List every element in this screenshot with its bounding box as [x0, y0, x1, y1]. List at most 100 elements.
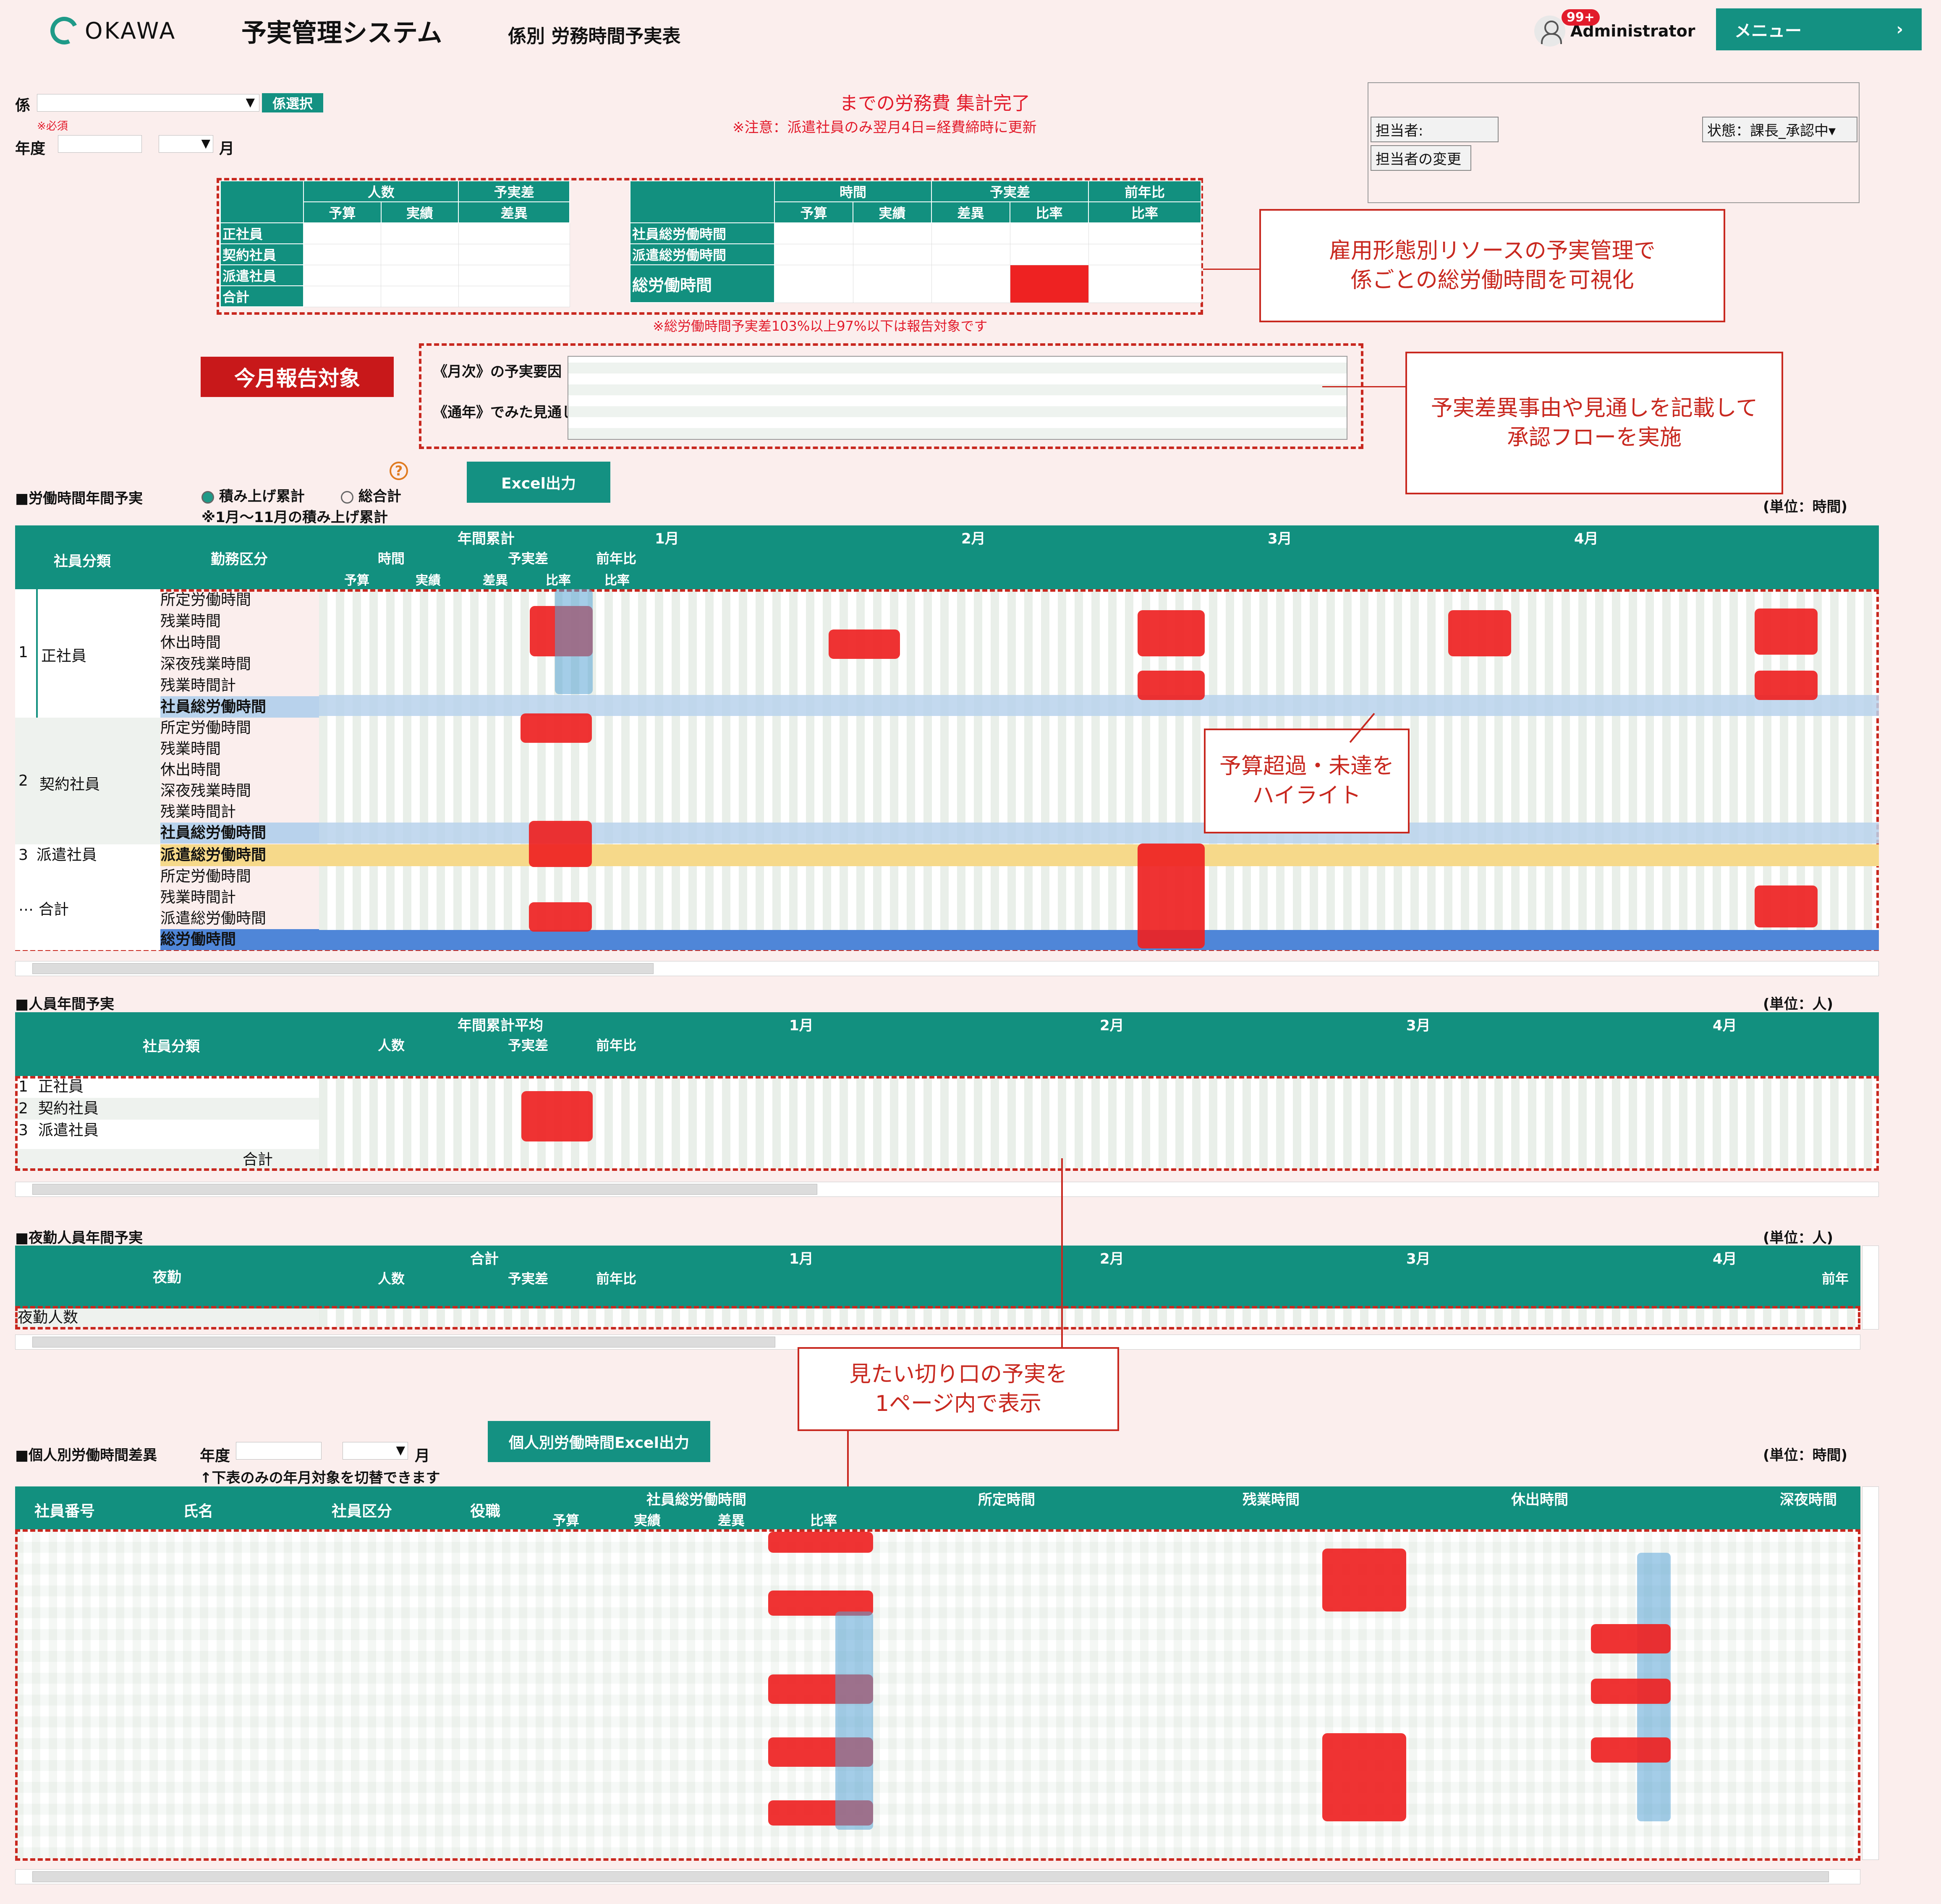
report-textarea[interactable]	[568, 356, 1347, 440]
sub-col: 比率	[810, 1512, 837, 1528]
sub-group-zennen: 前年比	[596, 551, 637, 567]
excel-export-button[interactable]: Excel出力	[467, 462, 610, 503]
kakari-select[interactable]: ▼	[37, 94, 259, 112]
sub-col: 実績	[634, 1512, 661, 1528]
over-budget-highlight	[1138, 671, 1205, 700]
row-name: 契約社員	[38, 1100, 99, 1117]
row-label: 所定労働時間	[160, 719, 251, 737]
header-hiritsu: 比率	[1010, 201, 1089, 223]
night-vertical-scrollbar[interactable]	[1862, 1246, 1879, 1329]
blurred-date	[730, 87, 840, 108]
system-title: 予実管理システム	[241, 18, 442, 48]
status-select[interactable]: 状態：課長_承認中▾	[1702, 117, 1857, 142]
row-label: 所定労働時間	[160, 591, 251, 609]
row-labels-seishain: 所定労働時間 残業時間 休出時間 深夜残業時間 残業時間計 社員総労働時間	[160, 589, 319, 718]
menu-button[interactable]: メニュー ›	[1716, 8, 1922, 50]
header-employee-no: 社員番号	[34, 1503, 95, 1520]
over-budget-highlight	[1138, 844, 1205, 948]
change-assignee-button[interactable]: 担当者の変更	[1371, 145, 1471, 171]
notification-badge[interactable]: 99+	[1562, 9, 1600, 26]
kakari-select-button[interactable]: 係選択	[262, 93, 323, 112]
row-label: 所定労働時間	[160, 868, 251, 885]
row-name: 正社員	[38, 1078, 84, 1095]
dropdown-arrow-icon: ▼	[201, 136, 210, 150]
scrollbar-thumb[interactable]	[32, 1337, 775, 1348]
help-icon[interactable]: ?	[390, 462, 408, 480]
user-avatar-icon[interactable]	[1534, 16, 1565, 47]
row-label: 残業時間	[160, 613, 221, 630]
labor-horizontal-scrollbar[interactable]	[15, 961, 1879, 976]
header-bunrui: 社員分類	[54, 553, 111, 570]
radio-total-label: 総合計	[358, 488, 401, 505]
month-select[interactable]: ▼	[159, 135, 213, 153]
people-horizontal-scrollbar[interactable]	[15, 1182, 1879, 1197]
over-budget-highlight	[1591, 1679, 1671, 1704]
individual-highlight-frame	[15, 1529, 1860, 1861]
labor-unit: (単位：時間)	[1763, 499, 1848, 515]
header-yojitsu: 予実差	[931, 180, 1089, 202]
row-total: 合計	[15, 1149, 319, 1171]
row-label: 派遣総労働時間	[160, 844, 319, 866]
report-target-button[interactable]: 今月報告対象	[201, 357, 394, 397]
over-budget-highlight	[1322, 1549, 1406, 1611]
row-label: 休出時間	[160, 761, 221, 778]
group-no: 1	[18, 644, 28, 661]
individual-vertical-scrollbar[interactable]	[1862, 1486, 1879, 1860]
row-label: 契約社員	[220, 243, 304, 265]
row-labels-keiyaku: 所定労働時間 残業時間 休出時間 深夜残業時間 残業時間計 社員総労働時間	[160, 718, 319, 844]
radio-cumulative-label: 積み上げ累計	[219, 488, 305, 505]
row-no: 3	[18, 1122, 28, 1139]
night-section-title: ■夜勤人員年間予実	[15, 1230, 143, 1246]
group-night: 深夜時間	[1780, 1491, 1837, 1508]
over-budget-highlight	[829, 629, 900, 659]
group-cell: 契約社員	[36, 718, 160, 844]
callout-one-page: 見たい切り口の予実を 1ページ内で表示	[798, 1347, 1119, 1431]
row-label: 合計	[220, 285, 304, 307]
callout-approval: 予実差異事由や見通しを記載して 承認フローを実施	[1405, 352, 1783, 494]
individual-excel-button[interactable]: 個人別労働時間Excel出力	[488, 1421, 710, 1462]
over-budget-highlight	[521, 713, 592, 743]
col-group-mar: 3月	[1406, 1017, 1431, 1034]
year-select[interactable]	[58, 135, 142, 153]
summary-highlight-frame	[217, 178, 1203, 315]
header-employee-type: 社員区分	[332, 1503, 392, 1520]
scrollbar-thumb[interactable]	[32, 963, 654, 974]
night-horizontal-scrollbar[interactable]	[15, 1335, 1860, 1350]
group-no-cell: 2	[15, 718, 36, 844]
header-ninzu: 人数	[303, 180, 459, 202]
scrollbar-thumb[interactable]	[32, 1184, 817, 1195]
row-label: 総労働時間	[630, 264, 775, 303]
individual-year-select[interactable]	[236, 1442, 322, 1460]
radio-total[interactable]: 総合計	[341, 485, 401, 505]
sub-group-zennen: 前年比	[596, 1271, 637, 1287]
over-budget-highlight	[521, 1091, 593, 1141]
col-group-jan: 1月	[789, 1017, 814, 1034]
group-cell: … 合計	[15, 866, 160, 950]
night-row-label: 夜勤人数	[15, 1309, 319, 1327]
total-row-highlight	[319, 695, 1879, 716]
sub-group-ninzu: 人数	[378, 1271, 405, 1287]
row-label: 深夜残業時間	[160, 782, 251, 799]
individual-table-header	[15, 1486, 1860, 1529]
sub-col: 比率	[604, 573, 630, 588]
radio-checked-icon[interactable]	[201, 491, 214, 504]
group-no: 3	[18, 846, 28, 864]
row-label: 深夜残業時間	[160, 656, 251, 673]
assignee-field: 担当者:	[1371, 117, 1499, 142]
dispatch-notice: ※注意：派遣社員のみ翌月4日=経費締時に更新	[732, 119, 1037, 136]
individual-horizontal-scrollbar[interactable]	[15, 1869, 1860, 1884]
row-label: 休出時間	[160, 634, 221, 651]
user-area[interactable]: Administrator	[1534, 13, 1695, 49]
row-no: 1	[18, 1078, 28, 1095]
col-group-apr: 4月	[1713, 1251, 1737, 1267]
night-table-header	[15, 1246, 1860, 1309]
individual-month-select[interactable]: ▼	[343, 1442, 408, 1460]
row-name: 派遣社員	[38, 1122, 99, 1139]
col-group-annual: 年間累計	[458, 530, 515, 547]
col-group-mar: 3月	[1406, 1251, 1431, 1267]
scrollbar-thumb[interactable]	[32, 1871, 1829, 1882]
radio-cumulative[interactable]: 積み上げ累計	[201, 485, 305, 505]
page-subtitle: 係別 労務時間予実表	[508, 26, 681, 47]
radio-unchecked-icon[interactable]	[341, 491, 353, 504]
group-name: 契約社員	[39, 776, 100, 793]
